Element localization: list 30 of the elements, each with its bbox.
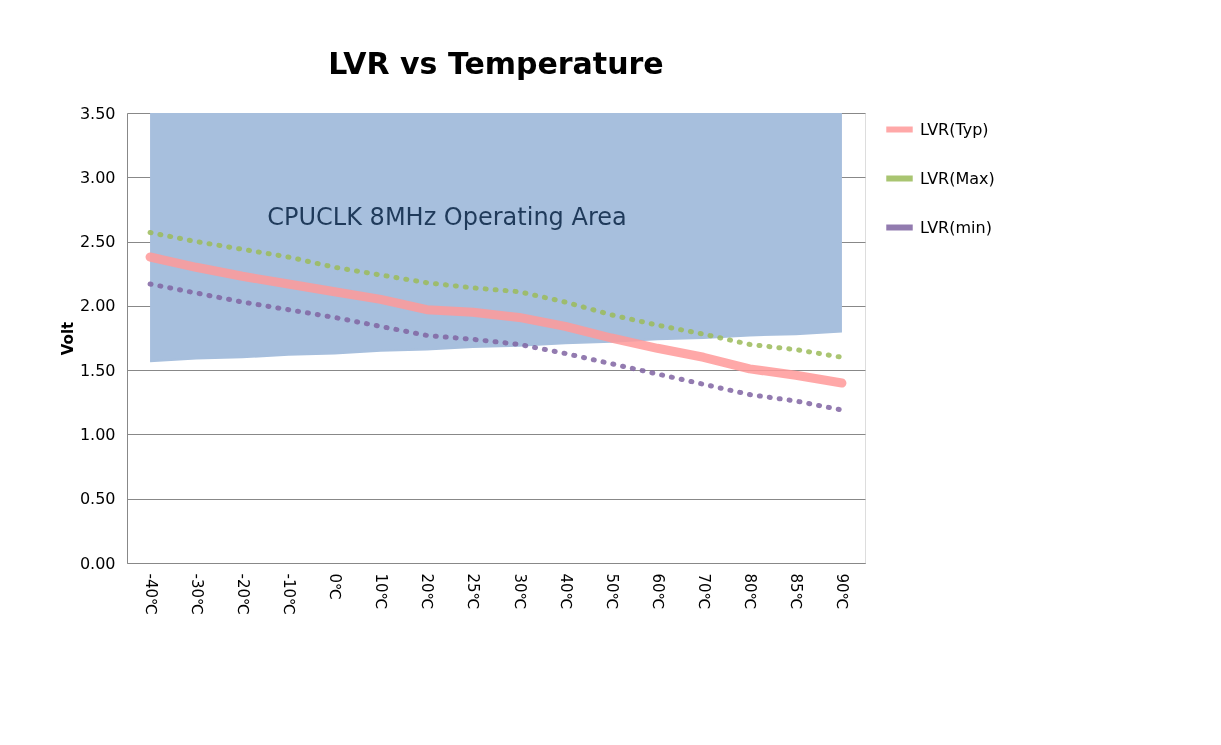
x-tick-label: 20℃ bbox=[418, 573, 437, 610]
legend-label: LVR(min) bbox=[920, 217, 992, 237]
legend-label: LVR(Typ) bbox=[920, 119, 989, 139]
y-tick-label: 2.00 bbox=[79, 296, 116, 316]
x-tick-label: 0℃ bbox=[326, 573, 345, 600]
x-tick-label: -40℃ bbox=[141, 573, 160, 615]
y-tick-label: 3.50 bbox=[79, 103, 116, 123]
x-tick-label: 90℃ bbox=[833, 573, 852, 610]
y-axis-title: Volt bbox=[58, 321, 77, 356]
y-tick-label: 1.50 bbox=[79, 360, 116, 380]
y-tick-label: 1.00 bbox=[79, 424, 116, 444]
x-tick-label: 70℃ bbox=[695, 573, 714, 610]
annotation: CPUCLK 8MHz Operating Area bbox=[267, 203, 627, 231]
y-tick-label: 0.00 bbox=[79, 553, 116, 573]
x-tick-label: 25℃ bbox=[464, 573, 483, 610]
x-tick-label: -10℃ bbox=[279, 573, 298, 615]
x-tick-label: -30℃ bbox=[187, 573, 206, 615]
x-tick-label: 80℃ bbox=[741, 573, 760, 610]
y-tick-label: 0.50 bbox=[79, 489, 116, 509]
chart-title: LVR vs Temperature bbox=[328, 46, 664, 81]
y-tick-label: 2.50 bbox=[79, 232, 116, 252]
x-tick-label: 40℃ bbox=[556, 573, 575, 610]
x-tick-label: 60℃ bbox=[648, 573, 667, 610]
x-tick-label: 30℃ bbox=[510, 573, 529, 610]
x-tick-label: 50℃ bbox=[602, 573, 621, 610]
legend-label: LVR(Max) bbox=[920, 168, 995, 188]
y-tick-label: 3.00 bbox=[79, 167, 116, 187]
x-tick-label: -20℃ bbox=[233, 573, 252, 615]
x-tick-label: 10℃ bbox=[372, 573, 391, 610]
x-tick-label: 85℃ bbox=[787, 573, 806, 610]
